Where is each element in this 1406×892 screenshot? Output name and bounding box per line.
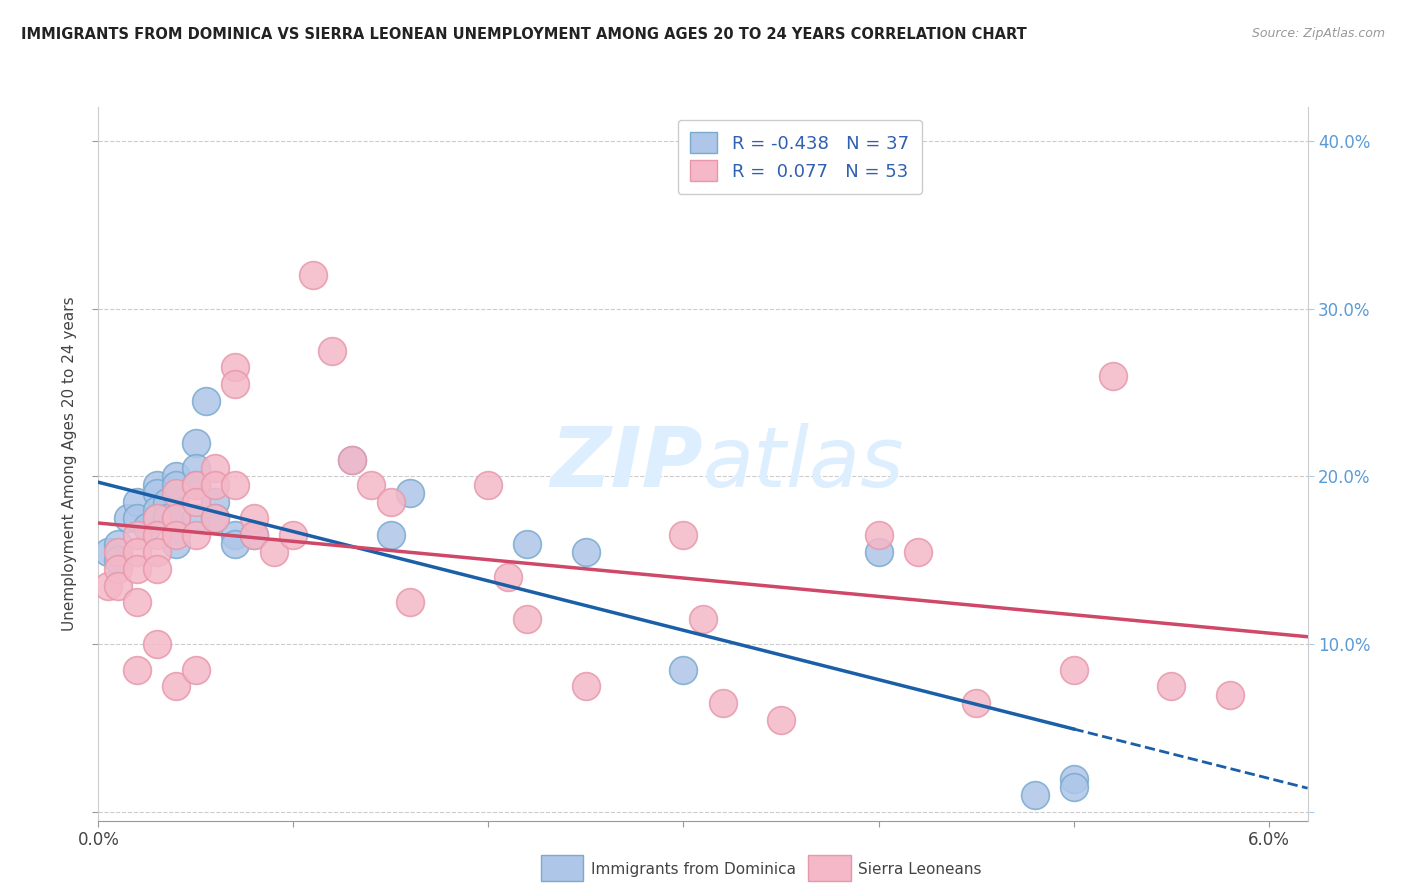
- Point: [194, 393, 217, 408]
- Point: [107, 562, 129, 576]
- Point: [107, 578, 129, 592]
- Point: [283, 528, 305, 542]
- Point: [146, 511, 169, 525]
- Point: [156, 511, 179, 525]
- Point: [672, 663, 695, 677]
- Point: [136, 520, 159, 534]
- Point: [184, 478, 207, 492]
- Point: [1101, 368, 1123, 383]
- Point: [156, 494, 179, 508]
- Point: [146, 478, 169, 492]
- Point: [127, 595, 149, 609]
- Point: [672, 528, 695, 542]
- Point: [224, 360, 246, 375]
- Text: Source: ZipAtlas.com: Source: ZipAtlas.com: [1251, 27, 1385, 40]
- Point: [1024, 789, 1046, 803]
- Text: Immigrants from Dominica: Immigrants from Dominica: [591, 863, 796, 877]
- Point: [165, 486, 187, 500]
- Point: [184, 461, 207, 475]
- Point: [204, 511, 226, 525]
- Point: [127, 511, 149, 525]
- Point: [380, 528, 402, 542]
- Point: [165, 511, 187, 525]
- Point: [204, 511, 226, 525]
- Point: [516, 612, 538, 626]
- Point: [127, 494, 149, 508]
- Point: [146, 562, 169, 576]
- Point: [496, 570, 519, 584]
- Point: [165, 511, 187, 525]
- Point: [165, 528, 187, 542]
- Point: [117, 511, 139, 525]
- Point: [575, 679, 598, 693]
- Point: [224, 528, 246, 542]
- Point: [399, 595, 422, 609]
- Point: [263, 545, 285, 559]
- Point: [146, 637, 169, 651]
- Point: [165, 478, 187, 492]
- Point: [127, 562, 149, 576]
- Point: [340, 452, 363, 467]
- Point: [868, 528, 890, 542]
- Point: [204, 478, 226, 492]
- Point: [907, 545, 929, 559]
- Point: [224, 536, 246, 550]
- Point: [184, 663, 207, 677]
- Point: [107, 545, 129, 559]
- Point: [360, 478, 382, 492]
- Text: IMMIGRANTS FROM DOMINICA VS SIERRA LEONEAN UNEMPLOYMENT AMONG AGES 20 TO 24 YEAR: IMMIGRANTS FROM DOMINICA VS SIERRA LEONE…: [21, 27, 1026, 42]
- Point: [243, 511, 266, 525]
- Point: [146, 486, 169, 500]
- Point: [127, 663, 149, 677]
- Point: [692, 612, 714, 626]
- Point: [868, 545, 890, 559]
- Point: [1219, 688, 1241, 702]
- Point: [575, 545, 598, 559]
- Point: [184, 528, 207, 542]
- Point: [146, 511, 169, 525]
- Point: [107, 536, 129, 550]
- Point: [97, 545, 120, 559]
- Point: [965, 696, 987, 710]
- Point: [184, 435, 207, 450]
- Point: [477, 478, 499, 492]
- Point: [516, 536, 538, 550]
- Point: [1063, 780, 1085, 794]
- Point: [243, 528, 266, 542]
- Point: [146, 503, 169, 517]
- Text: Sierra Leoneans: Sierra Leoneans: [858, 863, 981, 877]
- Point: [1063, 663, 1085, 677]
- Point: [711, 696, 734, 710]
- Point: [224, 377, 246, 392]
- Point: [127, 528, 149, 542]
- Text: atlas: atlas: [703, 424, 904, 504]
- Point: [204, 494, 226, 508]
- Point: [146, 528, 169, 542]
- Point: [302, 268, 325, 282]
- Point: [107, 553, 129, 567]
- Point: [769, 713, 792, 727]
- Point: [184, 478, 207, 492]
- Point: [165, 469, 187, 483]
- Point: [204, 461, 226, 475]
- Point: [97, 578, 120, 592]
- Point: [165, 536, 187, 550]
- Point: [184, 511, 207, 525]
- Point: [165, 679, 187, 693]
- Point: [380, 494, 402, 508]
- Text: ZIP: ZIP: [550, 424, 703, 504]
- Point: [127, 545, 149, 559]
- Point: [1160, 679, 1182, 693]
- Y-axis label: Unemployment Among Ages 20 to 24 years: Unemployment Among Ages 20 to 24 years: [62, 296, 77, 632]
- Point: [340, 452, 363, 467]
- Point: [146, 545, 169, 559]
- Legend: R = -0.438   N = 37, R =  0.077   N = 53: R = -0.438 N = 37, R = 0.077 N = 53: [678, 120, 922, 194]
- Point: [399, 486, 422, 500]
- Point: [184, 494, 207, 508]
- Point: [224, 478, 246, 492]
- Point: [321, 343, 343, 358]
- Point: [1063, 772, 1085, 786]
- Point: [243, 528, 266, 542]
